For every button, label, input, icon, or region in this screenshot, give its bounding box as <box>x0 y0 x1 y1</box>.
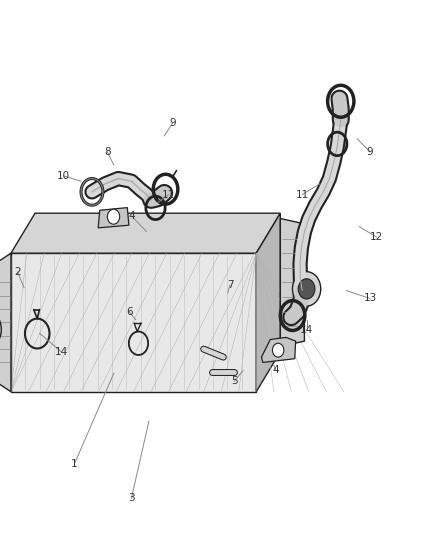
Text: 9: 9 <box>367 147 374 157</box>
Text: 2: 2 <box>14 267 21 277</box>
Circle shape <box>272 343 284 357</box>
Polygon shape <box>256 213 280 392</box>
Text: 7: 7 <box>226 280 233 290</box>
Text: 12: 12 <box>370 232 383 242</box>
Circle shape <box>0 309 1 350</box>
Text: 5: 5 <box>231 376 238 386</box>
Polygon shape <box>0 253 11 392</box>
Text: 9: 9 <box>170 118 177 127</box>
Polygon shape <box>11 213 280 253</box>
Text: 3: 3 <box>128 494 135 503</box>
Text: 14: 14 <box>55 347 68 357</box>
Text: 6: 6 <box>126 307 133 317</box>
Circle shape <box>298 279 315 299</box>
Text: 8: 8 <box>104 147 111 157</box>
Text: 10: 10 <box>57 171 70 181</box>
Polygon shape <box>261 337 296 362</box>
Polygon shape <box>280 219 304 346</box>
Circle shape <box>293 272 321 306</box>
Text: 13: 13 <box>364 294 377 303</box>
Text: 14: 14 <box>300 326 313 335</box>
Text: 1: 1 <box>71 459 78 469</box>
Text: 4: 4 <box>128 211 135 221</box>
Polygon shape <box>11 253 256 392</box>
Circle shape <box>107 209 120 224</box>
Text: 11: 11 <box>162 190 175 199</box>
Text: 11: 11 <box>296 190 309 199</box>
Polygon shape <box>98 207 129 228</box>
Text: 4: 4 <box>272 366 279 375</box>
